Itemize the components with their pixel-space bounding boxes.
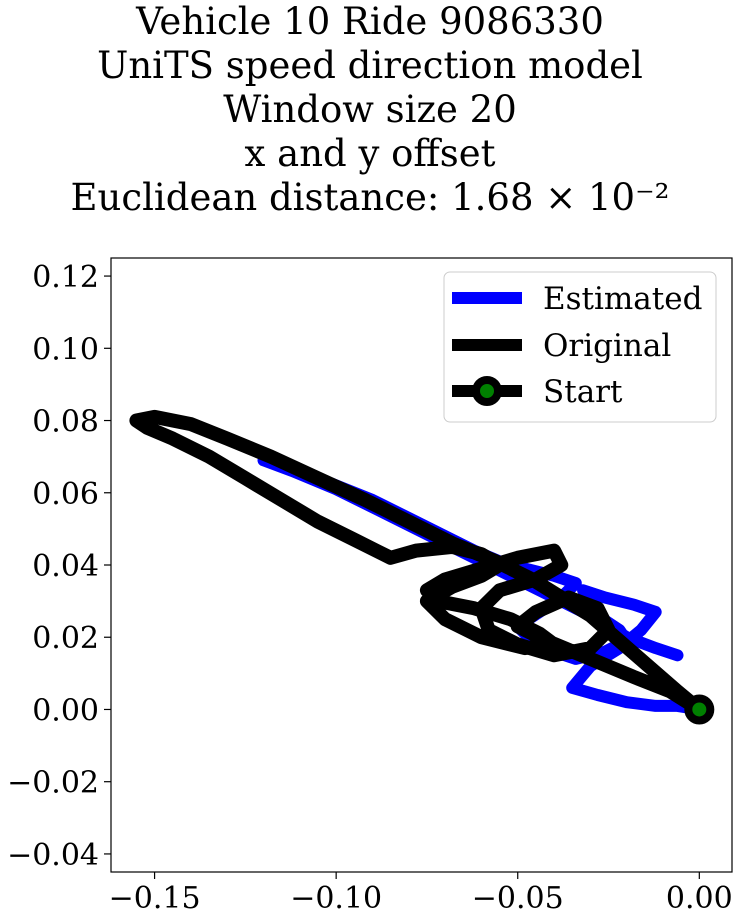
start-marker: [684, 694, 715, 725]
legend-label-estimated: Estimated: [543, 281, 702, 317]
y-tick-label: 0.04: [32, 549, 99, 584]
y-tick-label: −0.02: [7, 766, 99, 801]
x-tick-label: −0.15: [109, 881, 201, 916]
y-tick-label: 0.00: [32, 693, 99, 728]
title-line-1: Vehicle 10 Ride 9086330: [136, 0, 604, 43]
legend-label-original: Original: [543, 328, 671, 364]
y-tick-label: 0.10: [32, 332, 99, 367]
series-layer: [129, 409, 715, 725]
axes-frame: [110, 257, 733, 873]
legend-swatch-start-marker: [472, 376, 502, 406]
y-tick-label: 0.02: [32, 621, 99, 656]
y-tick-label: −0.04: [7, 838, 99, 873]
legend-label-start: Start: [543, 374, 623, 410]
x-tick-label: 0.00: [666, 881, 733, 916]
y-tick-label: 0.06: [32, 477, 99, 512]
x-tick-label: −0.10: [290, 881, 382, 916]
series-line-original: [129, 409, 707, 717]
title-line-2: UniTS speed direction model: [97, 44, 643, 87]
tick-layer: −0.15 −0.10 −0.05 0.00 −0.04 −0.02 0.00 0.02 0.0…: [7, 260, 733, 916]
y-tick-label: 0.12: [32, 260, 99, 295]
legend: Estimated Original Start: [443, 271, 717, 423]
x-tick-label: −0.05: [472, 881, 564, 916]
chart-title: Vehicle 10 Ride 9086330 UniTS speed dire…: [0, 0, 740, 220]
legend-box: [443, 271, 717, 423]
title-line-4: x and y offset: [244, 132, 496, 175]
title-line-3: Window size 20: [223, 88, 517, 131]
y-tick-label: 0.08: [32, 405, 99, 440]
title-line-5: Euclidean distance: 1.68 × 10⁻²: [70, 176, 670, 219]
